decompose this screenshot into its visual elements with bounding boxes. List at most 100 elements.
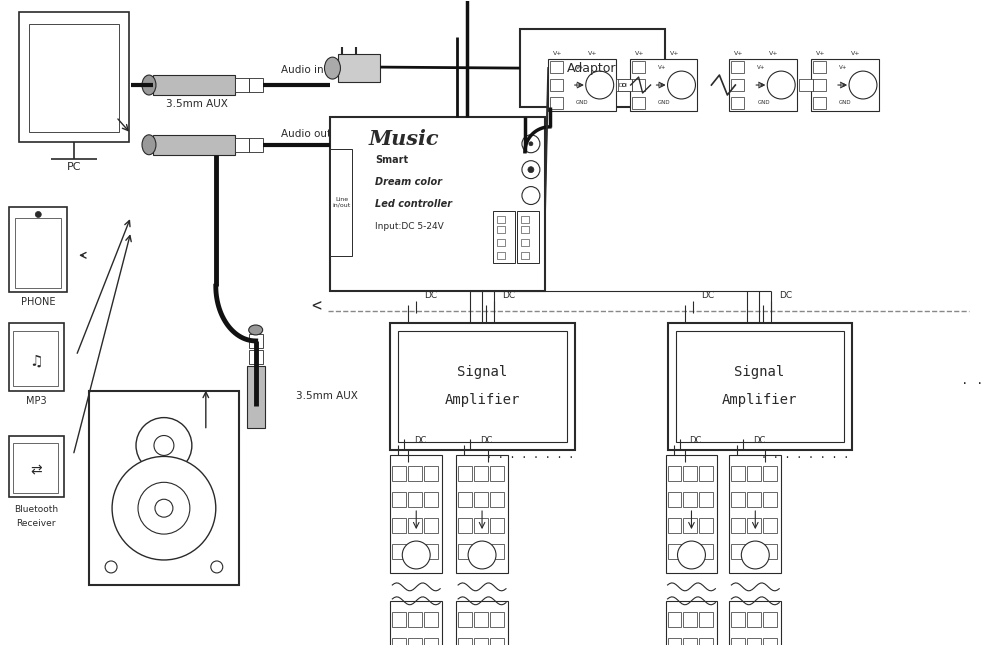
Bar: [747, 638, 761, 646]
Bar: [731, 492, 745, 507]
Bar: [408, 612, 422, 627]
Bar: [330, 117, 545, 291]
Bar: [632, 61, 645, 73]
Circle shape: [522, 187, 540, 205]
Bar: [747, 492, 761, 507]
Text: Amplifier: Amplifier: [722, 393, 797, 407]
Bar: [474, 466, 488, 481]
Circle shape: [668, 71, 695, 99]
Bar: [811, 59, 879, 111]
Text: PHONE: PHONE: [21, 297, 56, 307]
Circle shape: [154, 435, 174, 455]
Text: V+: V+: [839, 65, 848, 70]
Text: . . . . . . . .: . . . . . . . .: [761, 450, 849, 461]
Circle shape: [767, 71, 795, 99]
Bar: [424, 492, 438, 507]
Bar: [474, 638, 488, 646]
Bar: [392, 518, 406, 533]
Circle shape: [522, 161, 540, 179]
Bar: [550, 61, 563, 73]
Bar: [474, 518, 488, 533]
Circle shape: [849, 71, 877, 99]
Bar: [683, 612, 697, 627]
Text: DI: DI: [839, 83, 845, 87]
Bar: [747, 544, 761, 559]
Bar: [392, 466, 406, 481]
Bar: [408, 492, 422, 507]
Text: V+: V+: [769, 50, 779, 56]
Circle shape: [138, 483, 190, 534]
Text: GND: GND: [576, 100, 588, 105]
Text: V+: V+: [757, 65, 766, 70]
Bar: [13, 331, 58, 386]
Bar: [763, 518, 777, 533]
Bar: [424, 466, 438, 481]
Bar: [668, 612, 681, 627]
Bar: [19, 12, 129, 141]
Bar: [458, 638, 472, 646]
Text: DI: DI: [658, 83, 663, 87]
Bar: [392, 612, 406, 627]
Circle shape: [402, 541, 430, 569]
Bar: [490, 544, 504, 559]
Circle shape: [528, 167, 534, 172]
Bar: [408, 544, 422, 559]
Bar: [699, 518, 713, 533]
Circle shape: [211, 561, 223, 573]
Text: V+: V+: [658, 65, 666, 70]
Bar: [763, 544, 777, 559]
Circle shape: [112, 457, 216, 560]
Bar: [390, 601, 442, 646]
Text: DC: DC: [424, 291, 437, 300]
Bar: [520, 29, 665, 107]
Text: . .: . .: [961, 374, 983, 387]
Bar: [249, 138, 263, 152]
Text: DI: DI: [622, 83, 628, 87]
Circle shape: [741, 541, 769, 569]
Circle shape: [468, 541, 496, 569]
Text: DI: DI: [576, 83, 582, 87]
Bar: [813, 97, 826, 109]
Bar: [668, 466, 681, 481]
Text: DC: DC: [689, 436, 702, 445]
Text: Receiver: Receiver: [17, 519, 56, 528]
Bar: [249, 78, 263, 92]
Bar: [683, 518, 697, 533]
Circle shape: [678, 541, 705, 569]
Bar: [699, 612, 713, 627]
Bar: [813, 61, 826, 73]
Text: . . . . . . . .: . . . . . . . .: [486, 450, 574, 461]
Bar: [398, 331, 567, 443]
Text: <: <: [312, 297, 322, 315]
Bar: [497, 216, 505, 224]
Bar: [521, 240, 529, 246]
Bar: [731, 544, 745, 559]
Text: V+: V+: [576, 65, 584, 70]
Bar: [683, 638, 697, 646]
Text: V+: V+: [734, 50, 744, 56]
Bar: [699, 544, 713, 559]
Text: Audio out: Audio out: [281, 129, 331, 139]
Bar: [89, 391, 239, 585]
Bar: [497, 240, 505, 246]
Bar: [731, 61, 744, 73]
Bar: [550, 79, 563, 91]
Text: V+: V+: [588, 50, 597, 56]
Bar: [729, 455, 781, 573]
Bar: [330, 149, 352, 256]
Bar: [668, 323, 852, 450]
Bar: [474, 492, 488, 507]
Bar: [683, 492, 697, 507]
Bar: [249, 334, 263, 348]
Text: DC: DC: [414, 436, 427, 445]
Text: 3.5mm AUX: 3.5mm AUX: [166, 99, 228, 109]
Bar: [497, 253, 505, 259]
Bar: [408, 638, 422, 646]
Bar: [666, 601, 717, 646]
Bar: [699, 466, 713, 481]
Bar: [521, 216, 529, 224]
Bar: [249, 350, 263, 364]
Bar: [668, 638, 681, 646]
Text: ♫: ♫: [29, 353, 43, 368]
Ellipse shape: [324, 57, 340, 79]
